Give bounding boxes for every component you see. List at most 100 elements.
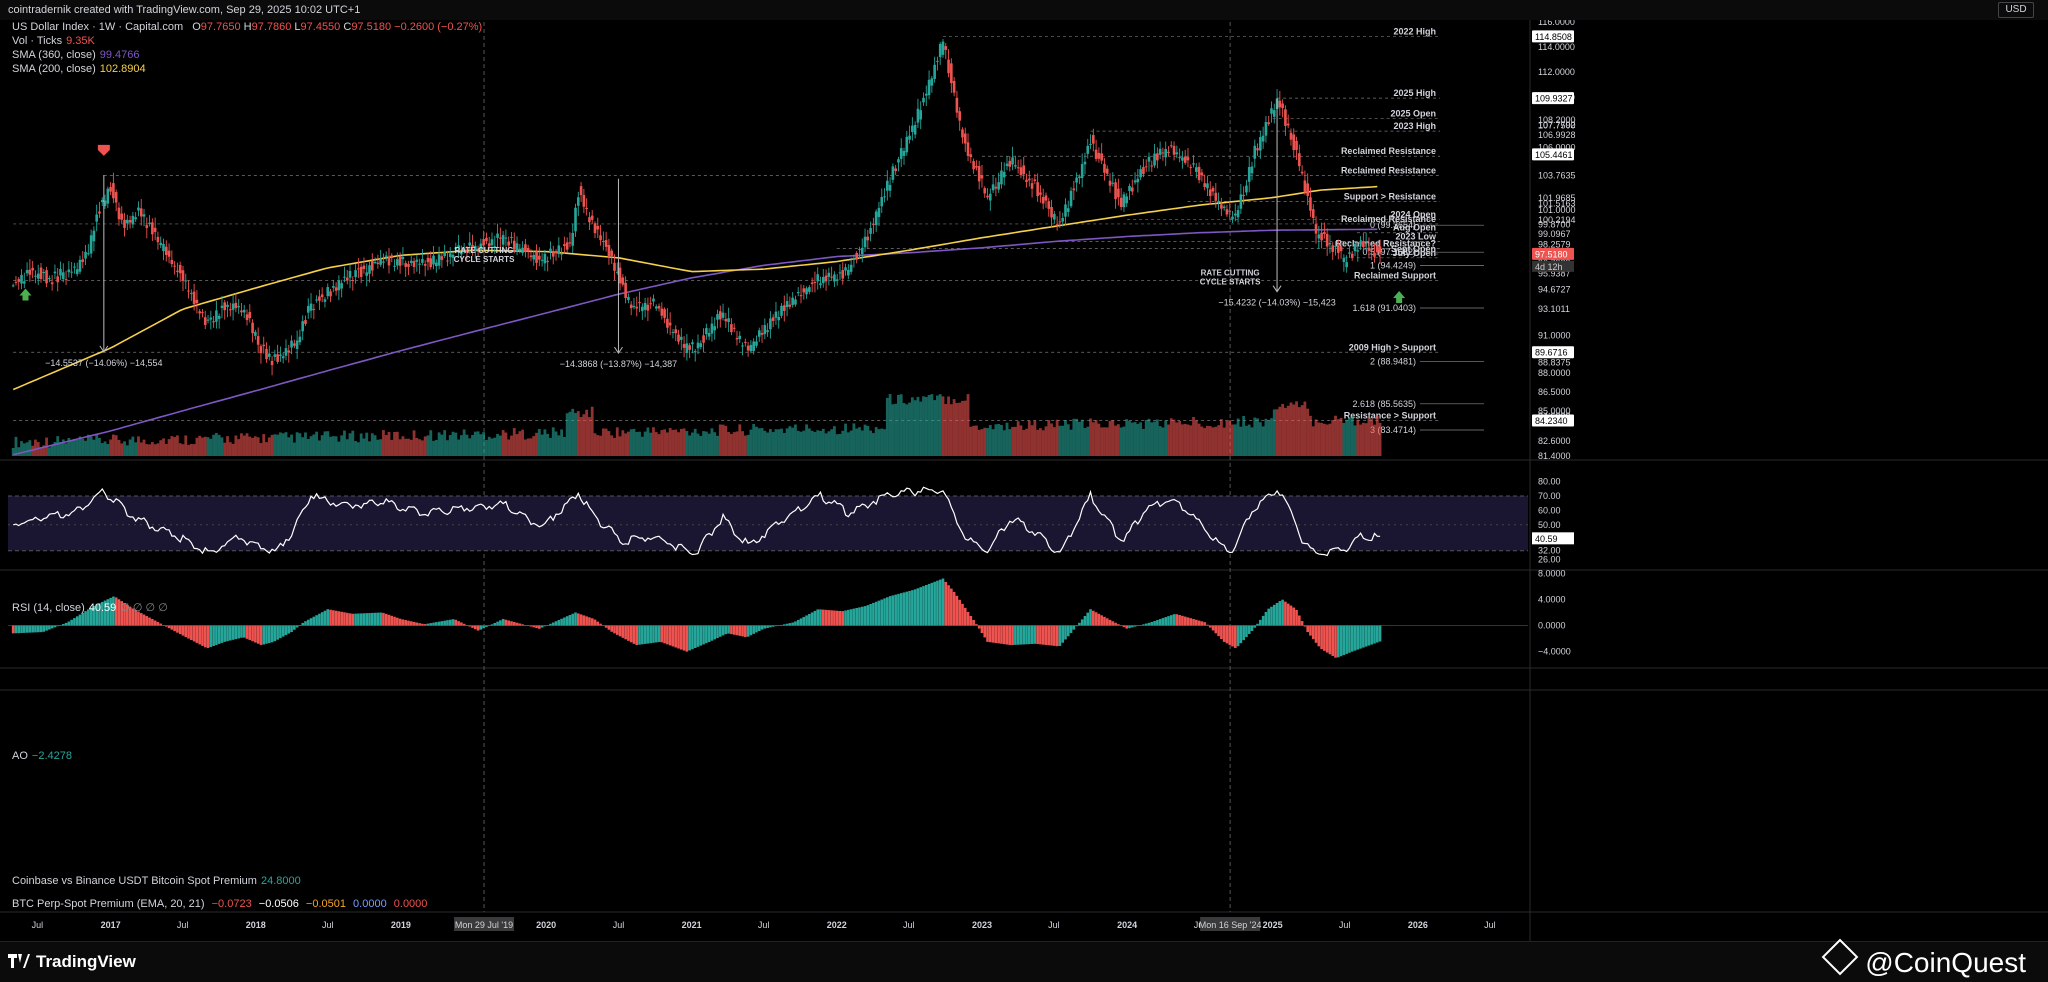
ao-bar [529,625,533,627]
ao-bar [31,625,34,633]
legend-rsi[interactable]: RSI (14, close) 40.59 ∅ ∅ ∅ ∅ [12,602,168,614]
ao-bar [1078,622,1081,626]
candle-body [415,259,419,262]
ao-bar [540,625,544,628]
ao-bar [20,625,23,633]
ao-bar [446,620,449,626]
ao-bar [401,619,405,626]
volume-bar [1161,427,1165,456]
volume-bar [949,404,953,456]
ao-bar [1220,625,1223,639]
ao-bar [382,612,385,626]
legend-sma360[interactable]: SMA (360, close) 99.4766 [12,49,140,61]
volume-bar [958,402,962,456]
ao-bar [440,621,444,626]
time-tick-label: Jul [322,920,334,930]
volume-bar [448,435,452,456]
volume-bar [459,435,463,456]
volume-bar [201,437,204,456]
candle-body [23,281,26,284]
ao-bar [1008,625,1012,645]
candle-body [1342,257,1346,262]
candle-body [1331,245,1335,252]
ao-bar [1375,625,1379,643]
volume-bar [479,434,483,456]
ao-bar [1002,625,1006,645]
volume-bar [1200,426,1204,456]
ao-bar [1345,625,1348,654]
time-tick-label: Jul [613,920,625,930]
fib-label: 1.618 (91.0403) [1352,303,1416,313]
candle-body [760,332,764,335]
measure-arrowhead [614,346,623,355]
volume-bar [279,432,282,456]
candle-body [1047,201,1051,209]
candle-body [512,240,516,250]
candle-body [1303,180,1307,193]
time-tick-label: 2017 [101,920,121,930]
candle-body [39,267,43,279]
volume-bar [487,436,491,456]
price-label-box [1532,346,1574,359]
time-tick-label: 2025 [1263,920,1283,930]
candle-body [1314,224,1318,234]
candle-body [309,303,313,311]
ao-bar [265,625,268,644]
ao-bar [320,612,324,626]
rsi-tick-label: 32.00 [1538,546,1561,556]
volume-bar [1125,419,1129,456]
volume-bar [73,439,76,456]
candle-body [315,299,318,301]
volume-bar [1214,426,1218,456]
legend-btc-premium[interactable]: BTC Perp-Spot Premium (EMA, 20, 21) −0.0… [12,898,428,910]
candle-body [496,233,499,238]
legend-sma200[interactable]: SMA (200, close) 102.8904 [12,63,146,75]
buy-arrow-icon [1393,290,1406,303]
candle-body [432,255,435,265]
candle-body [126,219,129,224]
volume-bar [362,438,366,456]
legend-volume[interactable]: Vol · Ticks 9.35K [12,35,95,47]
legend-premium[interactable]: Coinbase vs Binance USDT Bitcoin Spot Pr… [12,875,301,887]
candle-body [499,237,502,239]
candle-body [53,271,57,274]
volume-bar [813,431,817,456]
candle-body [1108,180,1112,186]
ao-bar [1122,625,1126,628]
volume-bar [1047,420,1051,456]
ao-bar [279,625,282,639]
volume-bar [468,438,472,456]
volume-bar [170,436,174,456]
volume-bar [1194,420,1198,456]
legend-ao[interactable]: AO −2.4278 [12,750,72,762]
ao-bar [1080,619,1084,626]
volume-bar [535,432,538,456]
volume-bar [760,428,764,456]
candle-body [170,259,174,265]
ao-bar [1250,625,1254,631]
candle-body [81,259,85,262]
volume-bar [1114,425,1117,456]
volume-bar [379,439,383,456]
ao-bar [718,625,722,637]
rsi-tick-label: 26.00 [1538,554,1561,564]
candle-body [805,288,808,295]
volume-bar [627,431,630,456]
volume-bar [167,439,171,456]
currency-button[interactable]: USD [1998,2,2034,18]
time-tick-label: Jul [1048,920,1060,930]
volume-bar [732,432,736,456]
ao-bar [229,625,232,641]
ao-bar [710,625,714,641]
ao-bar [1041,625,1045,645]
candle-body [808,287,811,292]
candle-body [1364,242,1368,244]
candle-body [1089,143,1092,145]
candle-body [652,298,655,302]
ao-bar [231,625,235,640]
candle-body [574,207,577,232]
tradingview-brand[interactable]: TradingView [8,952,136,972]
ao-bar [42,625,46,632]
candle-body [621,277,625,285]
